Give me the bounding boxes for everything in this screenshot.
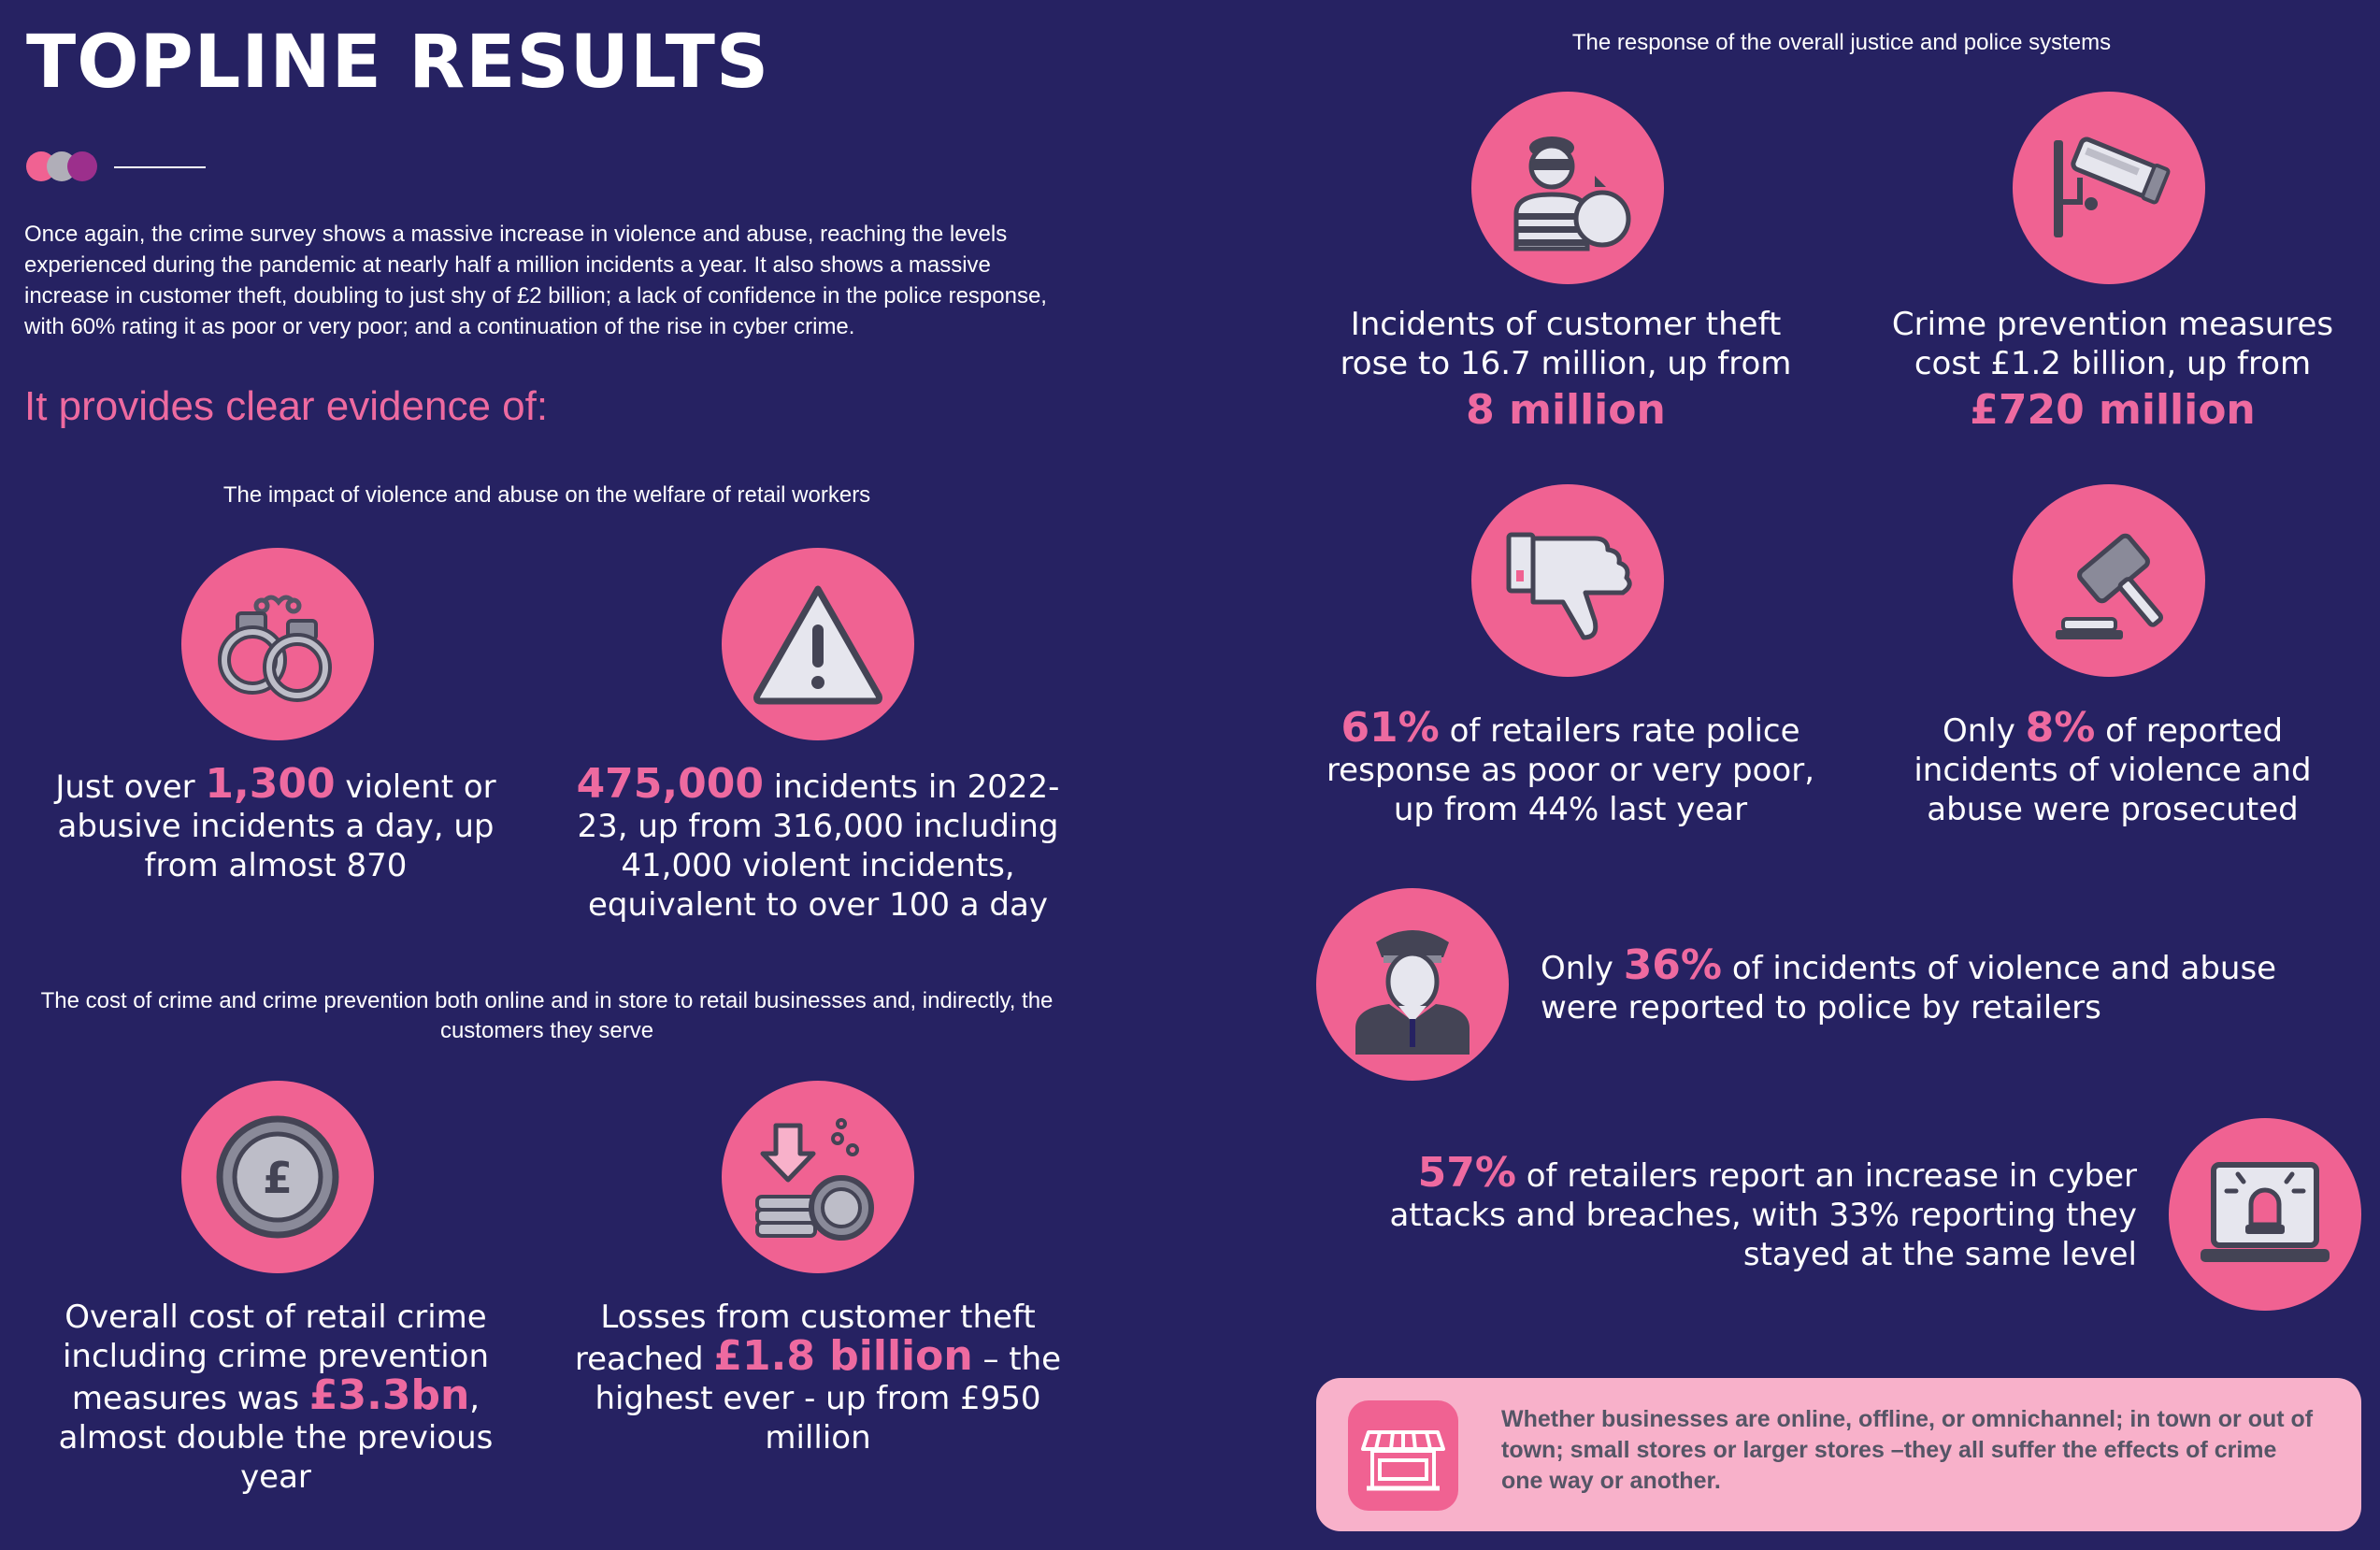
stat-text: incidents in 2022-23, up from 316,000 in…	[577, 768, 1060, 924]
pound-coin-icon: £	[216, 1115, 339, 1239]
coins-loss-circle	[722, 1081, 914, 1273]
stat-text: Only	[1942, 712, 2026, 750]
police-officer-icon	[1355, 930, 1470, 1055]
stat-highlight: £720 million	[1970, 386, 2256, 434]
stat-prosecuted: Only 8% of reported incidents of violenc…	[1879, 708, 2346, 829]
stat-prevention-cost: Crime prevention measures cost £1.2 bill…	[1870, 305, 2356, 438]
cctv-circle	[2013, 92, 2205, 284]
storefront-icon-tile	[1348, 1400, 1458, 1511]
stat-highlight: 1,300	[205, 760, 336, 808]
stat-theft-incidents: Incidents of customer theft rose to 16.7…	[1318, 305, 1814, 438]
stat-text: Losses from customer theft reached	[574, 1299, 1036, 1378]
stat-text: Just over	[55, 768, 206, 806]
stat-highlight: 57%	[1417, 1149, 1516, 1197]
coins-loss-icon	[755, 1118, 874, 1241]
handcuffs-circle	[181, 548, 374, 740]
stat-text: , almost double the previous year	[58, 1380, 494, 1496]
section-cost-heading: The cost of crime and crime prevention b…	[40, 988, 1054, 1043]
evidence-heading: It provides clear evidence of:	[24, 383, 549, 429]
stat-text: Overall cost of retail crime including c…	[62, 1299, 490, 1417]
stat-text: Only	[1541, 950, 1624, 987]
callout-box: Whether businesses are online, offline, …	[1316, 1378, 2361, 1531]
intro-paragraph: Once again, the crime survey shows a mas…	[24, 222, 1047, 339]
svg-text:£: £	[263, 1153, 293, 1203]
thumbs-down-circle	[1471, 484, 1664, 677]
stat-incidents-day: Just over 1,300 violent or abusive incid…	[37, 764, 514, 885]
stat-reported: Only 36% of incidents of violence and ab…	[1541, 945, 2354, 1027]
warning-icon	[753, 585, 882, 705]
stat-highlight: £3.3bn	[308, 1371, 470, 1419]
thief-icon	[1513, 136, 1631, 251]
gavel-circle	[2013, 484, 2205, 677]
cctv-camera-icon	[2054, 136, 2171, 237]
stat-highlight: 36%	[1623, 941, 1723, 989]
stat-highlight: 8%	[2025, 704, 2096, 752]
stat-text: violent or abusive incidents a day, up f…	[57, 768, 496, 884]
stat-text: of reported incidents of violence and ab…	[1914, 712, 2312, 828]
callout-text: Whether businesses are online, offline, …	[1501, 1406, 2314, 1494]
stat-text: Incidents of customer theft rose to 16.7…	[1340, 306, 1792, 382]
divider	[114, 166, 206, 168]
pound-coin-circle: £	[181, 1081, 374, 1273]
dot-purple	[67, 151, 97, 181]
laptop-alert-circle	[2169, 1118, 2361, 1311]
stat-highlight: £1.8 billion	[713, 1332, 973, 1380]
stat-text: of incidents of violence and abuse were …	[1541, 950, 2277, 1026]
stat-theft-losses: Losses from customer theft reached £1.8 …	[552, 1298, 1084, 1457]
section-welfare-heading: The impact of violence and abuse on the …	[222, 482, 871, 508]
storefront-icon	[1361, 1430, 1445, 1491]
stat-text: of retailers report an increase in cyber…	[1389, 1157, 2137, 1273]
decorative-dots	[26, 151, 213, 181]
thief-circle	[1471, 92, 1664, 284]
stat-highlight: 8 million	[1466, 386, 1666, 434]
page-title: TOPLINE RESULTS	[26, 21, 770, 105]
stat-text: of retailers rate police response as poo…	[1326, 712, 1815, 828]
thumbs-down-icon	[1506, 532, 1632, 640]
stat-text: – the highest ever - up from £950 millio…	[595, 1341, 1062, 1457]
stat-text: Crime prevention measures cost £1.2 bill…	[1891, 306, 2334, 382]
warning-circle	[722, 548, 914, 740]
section-justice-heading: The response of the overall justice and …	[1571, 30, 2112, 55]
gavel-icon	[2056, 533, 2164, 639]
stat-police-rating: 61% of retailers rate police response as…	[1318, 708, 1823, 829]
stat-highlight: 61%	[1341, 704, 1440, 752]
stat-incidents-year: 475,000 incidents in 2022-23, up from 31…	[561, 764, 1075, 925]
laptop-alert-icon	[2201, 1162, 2330, 1262]
stat-highlight: 475,000	[576, 760, 764, 808]
stat-cyber: 57% of retailers report an increase in c…	[1314, 1153, 2137, 1274]
police-officer-circle	[1316, 888, 1509, 1081]
handcuffs-icon	[218, 595, 332, 702]
stat-overall-cost: Overall cost of retail crime including c…	[19, 1298, 533, 1497]
